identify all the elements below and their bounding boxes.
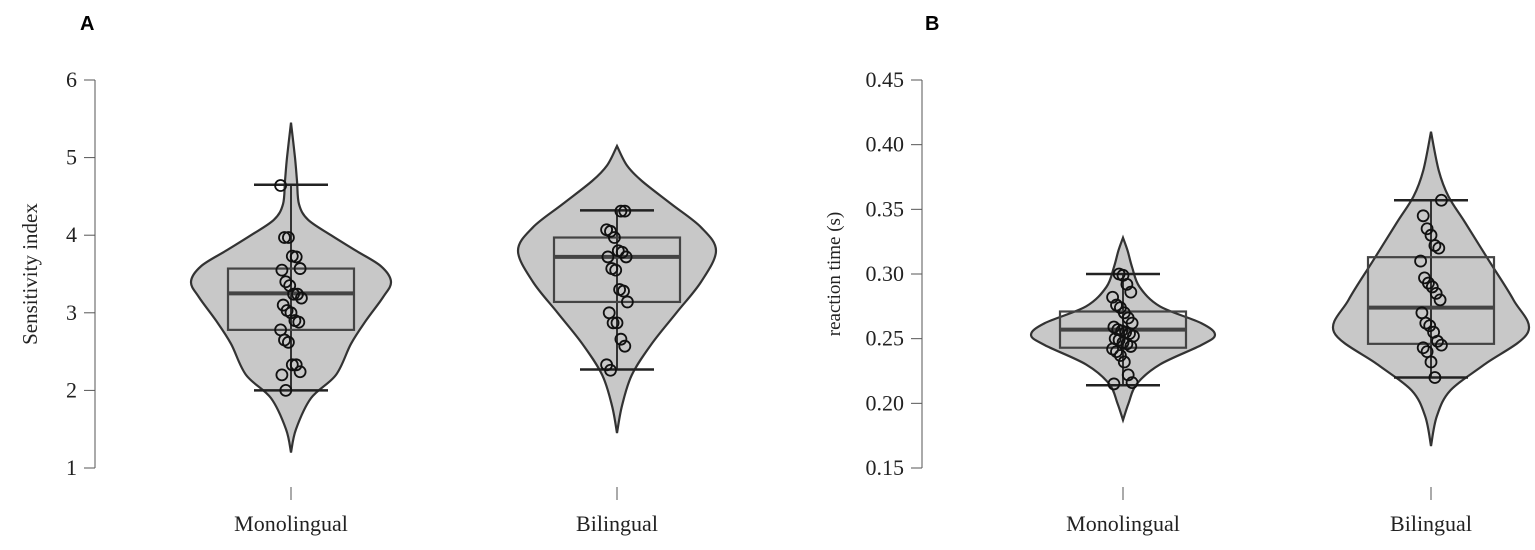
- group-monolingual: Monolingual: [189, 122, 393, 536]
- data-point: [1124, 340, 1138, 353]
- box: [552, 236, 682, 304]
- data-point: [287, 287, 301, 301]
- y-tick-label: 3: [66, 300, 77, 325]
- data-point: [1435, 338, 1448, 352]
- y-tick-label: 0.25: [866, 326, 905, 351]
- data-point: [292, 315, 306, 329]
- data-point: [281, 231, 295, 244]
- data-point: [1433, 293, 1447, 307]
- data-point: [1125, 376, 1139, 390]
- data-point: [609, 263, 623, 277]
- x-tick-label: Bilingual: [1390, 511, 1472, 536]
- data-point: [1124, 285, 1138, 299]
- data-point: [1110, 345, 1123, 359]
- y-tick-label: 0.15: [866, 455, 905, 480]
- group-bilingual: Bilingual: [516, 143, 718, 536]
- data-point: [606, 316, 620, 330]
- data-point: [601, 250, 615, 264]
- y-tick-label: 5: [66, 145, 77, 170]
- data-point: [1114, 349, 1127, 362]
- data-point: [293, 262, 307, 275]
- y-tick-label: 0.30: [866, 261, 905, 286]
- data-point: [1120, 277, 1134, 291]
- box: [226, 267, 356, 331]
- data-point: [275, 263, 289, 277]
- data-point: [614, 332, 628, 346]
- data-point: [604, 363, 617, 377]
- data-point: [274, 179, 288, 192]
- box: [1366, 256, 1496, 345]
- y-tick-label: 2: [66, 377, 77, 402]
- data-point: [281, 335, 295, 349]
- data-point: [1435, 193, 1448, 207]
- y-tick-label: 1: [66, 455, 77, 480]
- data-point: [289, 250, 303, 264]
- data-point: [1432, 241, 1446, 255]
- y-tick-label: 6: [66, 67, 77, 92]
- panel-label-b: B: [925, 13, 939, 35]
- x-tick-label: Bilingual: [576, 511, 658, 536]
- data-point: [294, 291, 308, 305]
- data-point: [291, 287, 304, 301]
- y-tick-label: 4: [66, 222, 77, 247]
- data-point: [621, 295, 634, 309]
- data-point: [1420, 222, 1434, 236]
- y-tick-label: 0.40: [866, 132, 905, 157]
- y-tick-label: 0.20: [866, 390, 905, 415]
- data-point: [1416, 341, 1430, 355]
- data-point: [1121, 368, 1135, 382]
- y-tick-label: 0.45: [866, 67, 905, 92]
- data-point: [1428, 371, 1442, 384]
- data-point: [610, 316, 624, 330]
- data-point: [1431, 334, 1444, 348]
- panel-a: 1 2 3 4 5 6 Monolingual Bilingual: [66, 67, 718, 536]
- data-point: [614, 204, 628, 218]
- data-point: [618, 339, 632, 353]
- x-tick-label: Monolingual: [1066, 511, 1180, 536]
- data-point: [1416, 209, 1430, 223]
- y-axis-label-b: reaction time (s): [824, 212, 845, 337]
- data-point: [1107, 377, 1121, 391]
- data-point: [1414, 254, 1427, 268]
- group-bilingual: Bilingual: [1331, 131, 1531, 536]
- data-point: [289, 358, 303, 372]
- data-point: [279, 275, 293, 289]
- data-point: [285, 358, 299, 372]
- data-point: [1422, 276, 1435, 290]
- data-point: [1423, 319, 1437, 333]
- y-axis-label-a: Sensitivity index: [18, 203, 42, 345]
- data-point: [619, 250, 633, 264]
- data-point: [278, 231, 291, 244]
- y-tick-label: 0.35: [866, 196, 905, 221]
- data-point: [279, 383, 293, 397]
- data-point: [604, 224, 617, 238]
- data-point: [1117, 355, 1131, 369]
- data-point: [1429, 286, 1443, 300]
- data-point: [1424, 355, 1438, 369]
- data-point: [293, 365, 307, 379]
- data-point: [608, 231, 621, 244]
- panel-label-a: A: [80, 13, 94, 35]
- data-point: [618, 204, 632, 218]
- data-point: [617, 284, 630, 298]
- panel-b: 0.15 0.20 0.25 0.30 0.35 0.40 0.45 Monolingual B…: [866, 67, 1531, 536]
- x-tick-label: Monolingual: [234, 511, 348, 536]
- data-point: [1425, 280, 1439, 294]
- data-point: [1106, 290, 1119, 304]
- data-point: [284, 306, 298, 320]
- group-monolingual: Monolingual: [1029, 234, 1217, 536]
- data-point: [275, 368, 289, 382]
